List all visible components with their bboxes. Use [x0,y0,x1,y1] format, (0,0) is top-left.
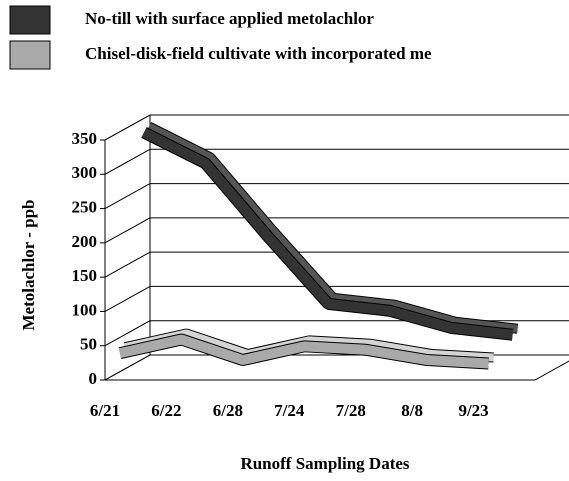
legend-label: Chisel-disk-field cultivate with incorpo… [85,44,432,63]
y-tick-label: 200 [72,232,98,251]
x-tick-label: 6/21 [90,401,120,420]
x-axis-label: Runoff Sampling Dates [240,454,409,473]
grid-line [104,354,151,381]
grid-line [104,251,151,278]
data-line [141,127,514,340]
y-tick-label: 350 [72,129,98,148]
data-line [118,334,489,369]
x-tick-label: 6/28 [213,401,243,420]
legend-swatch [9,5,51,35]
ribbon-top [147,122,519,333]
x-tick-label: 9/23 [458,401,488,420]
grid-line [104,148,151,175]
y-tick-label: 50 [80,335,97,354]
y-tick-label: 300 [72,163,98,182]
legend-swatch [9,40,51,70]
y-tick-label: 250 [72,197,98,216]
y-tick-label: 100 [72,300,98,319]
legend-label: No-till with surface applied metolachlor [85,9,374,28]
floor [103,354,569,381]
grid-line [104,183,151,210]
x-tick-label: 7/28 [336,401,366,420]
grid-line [104,320,151,347]
x-tick-label: 6/22 [151,401,181,420]
y-tick-label: 150 [72,266,98,285]
grid-line [104,217,151,244]
grid-line [104,285,151,312]
x-tick-label: 7/24 [274,401,305,420]
x-tick-label: 8/8 [401,401,423,420]
grid-line [104,114,151,141]
y-tick-label: 0 [89,369,98,388]
ribbon-top [124,329,494,362]
y-axis-label: Metolachlor - ppb [19,200,38,331]
